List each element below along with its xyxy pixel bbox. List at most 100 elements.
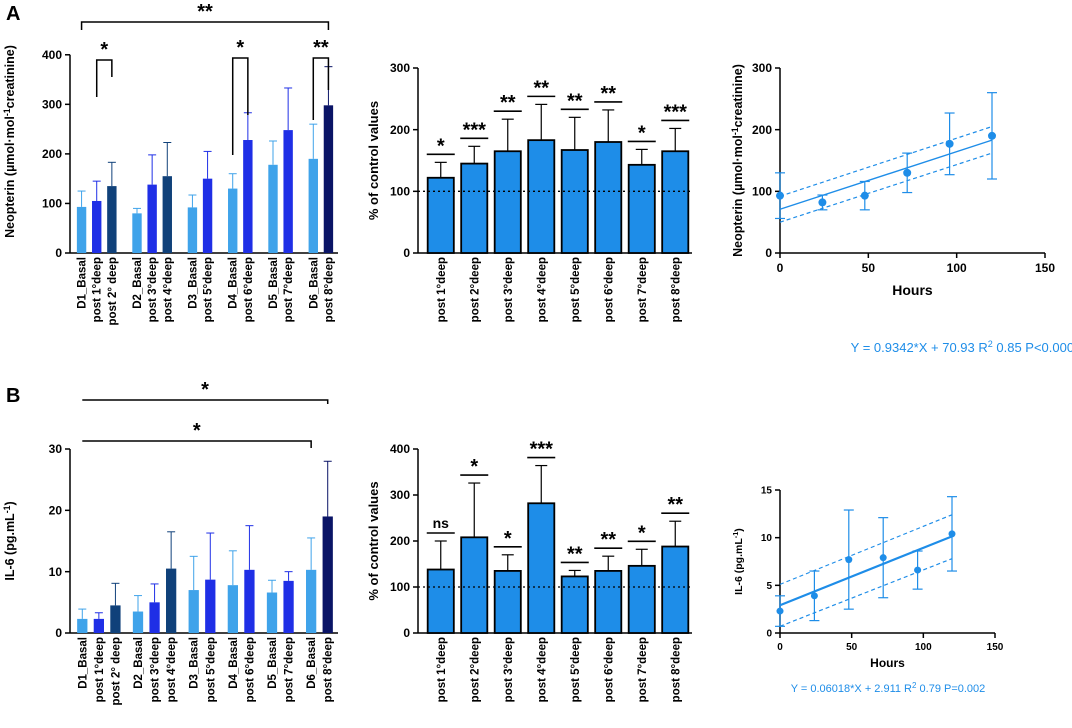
significance-label: ** <box>600 83 616 105</box>
bar-post-2-deep <box>110 605 121 633</box>
bar-d4-basal <box>228 188 238 253</box>
x-tick-label: post 3°deep <box>503 637 515 702</box>
x-tick-label: post 3°deep <box>150 637 162 702</box>
significance-label: * <box>437 135 445 157</box>
data-point <box>903 168 912 177</box>
y-axis-label: % of control values <box>366 481 381 600</box>
x-tick-label: 100 <box>947 261 967 275</box>
y-axis-label: IL-6 (pg.mL-1) <box>2 501 17 580</box>
bar-d4-basal <box>227 585 238 633</box>
y-tick-label: 400 <box>42 48 62 62</box>
bar-post-5-deep <box>560 575 589 634</box>
panel-label-b: B <box>6 385 20 407</box>
y-tick-label: 400 <box>390 442 410 456</box>
x-tick-label: post 5°deep <box>570 637 582 702</box>
significance-label: ** <box>567 543 583 565</box>
bar-post-4-deep <box>166 568 177 633</box>
x-tick-label: post 8°deep <box>323 257 335 322</box>
significance-label: ** <box>533 77 549 99</box>
x-tick-label: post 7°deep <box>637 257 649 322</box>
bar-post-3-deep <box>493 150 522 254</box>
il6-bar-chart: 0 10 20 30 D1_Basal post 1°deep post 2° deep D2… <box>2 379 338 706</box>
y-tick-label: 100 <box>752 185 772 199</box>
x-tick-label: 150 <box>1035 261 1055 275</box>
significance-bracket <box>312 57 330 120</box>
bar-post-3-deep <box>493 570 522 634</box>
bar-post-7-deep <box>283 580 294 633</box>
significance-label: ** <box>600 529 616 551</box>
bar-post-7-deep <box>627 564 656 634</box>
x-tick-label: D3_Basal <box>187 257 199 309</box>
confidence-band-lower <box>779 558 953 627</box>
x-tick-label: 50 <box>862 261 876 275</box>
x-tick-label: D3_Basal <box>189 637 201 689</box>
bar-post-1-deep <box>92 200 102 253</box>
regression-line <box>779 139 993 210</box>
y-tick-label: 10 <box>49 565 63 579</box>
bar-d3-basal <box>187 207 198 253</box>
x-tick-label: D6_Basal <box>306 637 318 689</box>
significance-label: ** <box>500 92 516 114</box>
x-tick-label: post 4°deep <box>536 637 548 702</box>
bar-d5-basal <box>266 592 278 633</box>
significance-bracket <box>82 399 329 404</box>
bar-post-3-deep <box>147 184 157 253</box>
bar-post-7-deep <box>283 130 293 253</box>
x-tick-label: D4_Basal <box>228 257 240 309</box>
data-point <box>845 556 853 564</box>
significance-label: *** <box>463 119 487 141</box>
bar-post-5-deep <box>202 178 213 253</box>
y-tick-label: 20 <box>49 504 63 518</box>
x-tick-label: D6_Basal <box>308 257 320 309</box>
bar-d1-basal <box>76 206 87 253</box>
x-tick-label: D2_Basal <box>133 637 145 689</box>
y-tick-label: 0 <box>403 246 410 260</box>
y-tick-label: 0 <box>55 626 62 640</box>
y-tick-label: 10 <box>761 533 773 544</box>
significance-bracket <box>95 59 113 97</box>
data-point <box>948 530 956 538</box>
y-tick-label: 0 <box>403 626 410 640</box>
y-tick-label: 15 <box>761 486 773 497</box>
data-point <box>818 198 827 207</box>
x-tick-label: D5_Basal <box>268 257 280 309</box>
bar-post-1-deep <box>93 618 104 633</box>
x-tick-label: post 4°deep <box>162 257 174 322</box>
bar-post-6-deep <box>243 140 253 253</box>
x-tick-label: post 2°deep <box>469 257 481 322</box>
bar-post-8-deep <box>661 150 690 254</box>
significance-bracket <box>80 21 330 30</box>
x-tick-label: post 5°deep <box>570 257 582 322</box>
bar-d1-basal <box>77 618 88 633</box>
y-tick-label: 300 <box>390 488 410 502</box>
panel-label-a: A <box>6 3 20 25</box>
y-tick-label: 200 <box>390 534 410 548</box>
x-tick-label: D4_Basal <box>228 637 240 689</box>
significance-label: *** <box>530 439 554 461</box>
bar-post-8-deep <box>323 105 334 253</box>
y-axis-label: IL-6 (pg.mL-1) <box>731 528 745 595</box>
bar-post-2-deep <box>460 536 489 634</box>
x-tick-label: post 6°deep <box>603 637 615 702</box>
significance-bracket <box>82 440 312 448</box>
data-point <box>879 554 887 562</box>
significance-label: ** <box>567 90 583 112</box>
x-tick-label: post 4°deep <box>536 257 548 322</box>
x-tick-label: post 1°deep <box>436 257 448 322</box>
y-axis-label: % of control values <box>366 101 381 220</box>
y-tick-label: 200 <box>390 123 410 137</box>
data-point <box>945 139 954 148</box>
x-tick-label: post 8°deep <box>323 637 335 702</box>
bar-post-2-deep <box>460 162 489 254</box>
significance-label: * <box>201 379 209 401</box>
x-tick-label: post 3°deep <box>503 257 515 322</box>
x-tick-label: 0 <box>777 261 784 275</box>
bar-post-6-deep <box>594 141 623 254</box>
bar-post-4-deep <box>527 502 556 634</box>
x-tick-label: post 1°deep <box>436 637 448 702</box>
y-tick-label: 100 <box>390 580 410 594</box>
y-tick-label: 5 <box>766 581 772 592</box>
confidence-band-upper <box>779 126 993 197</box>
il6-regression-equation: Y = 0.06018*X + 2.911 R2 0.79 P=0.002 <box>791 681 986 695</box>
